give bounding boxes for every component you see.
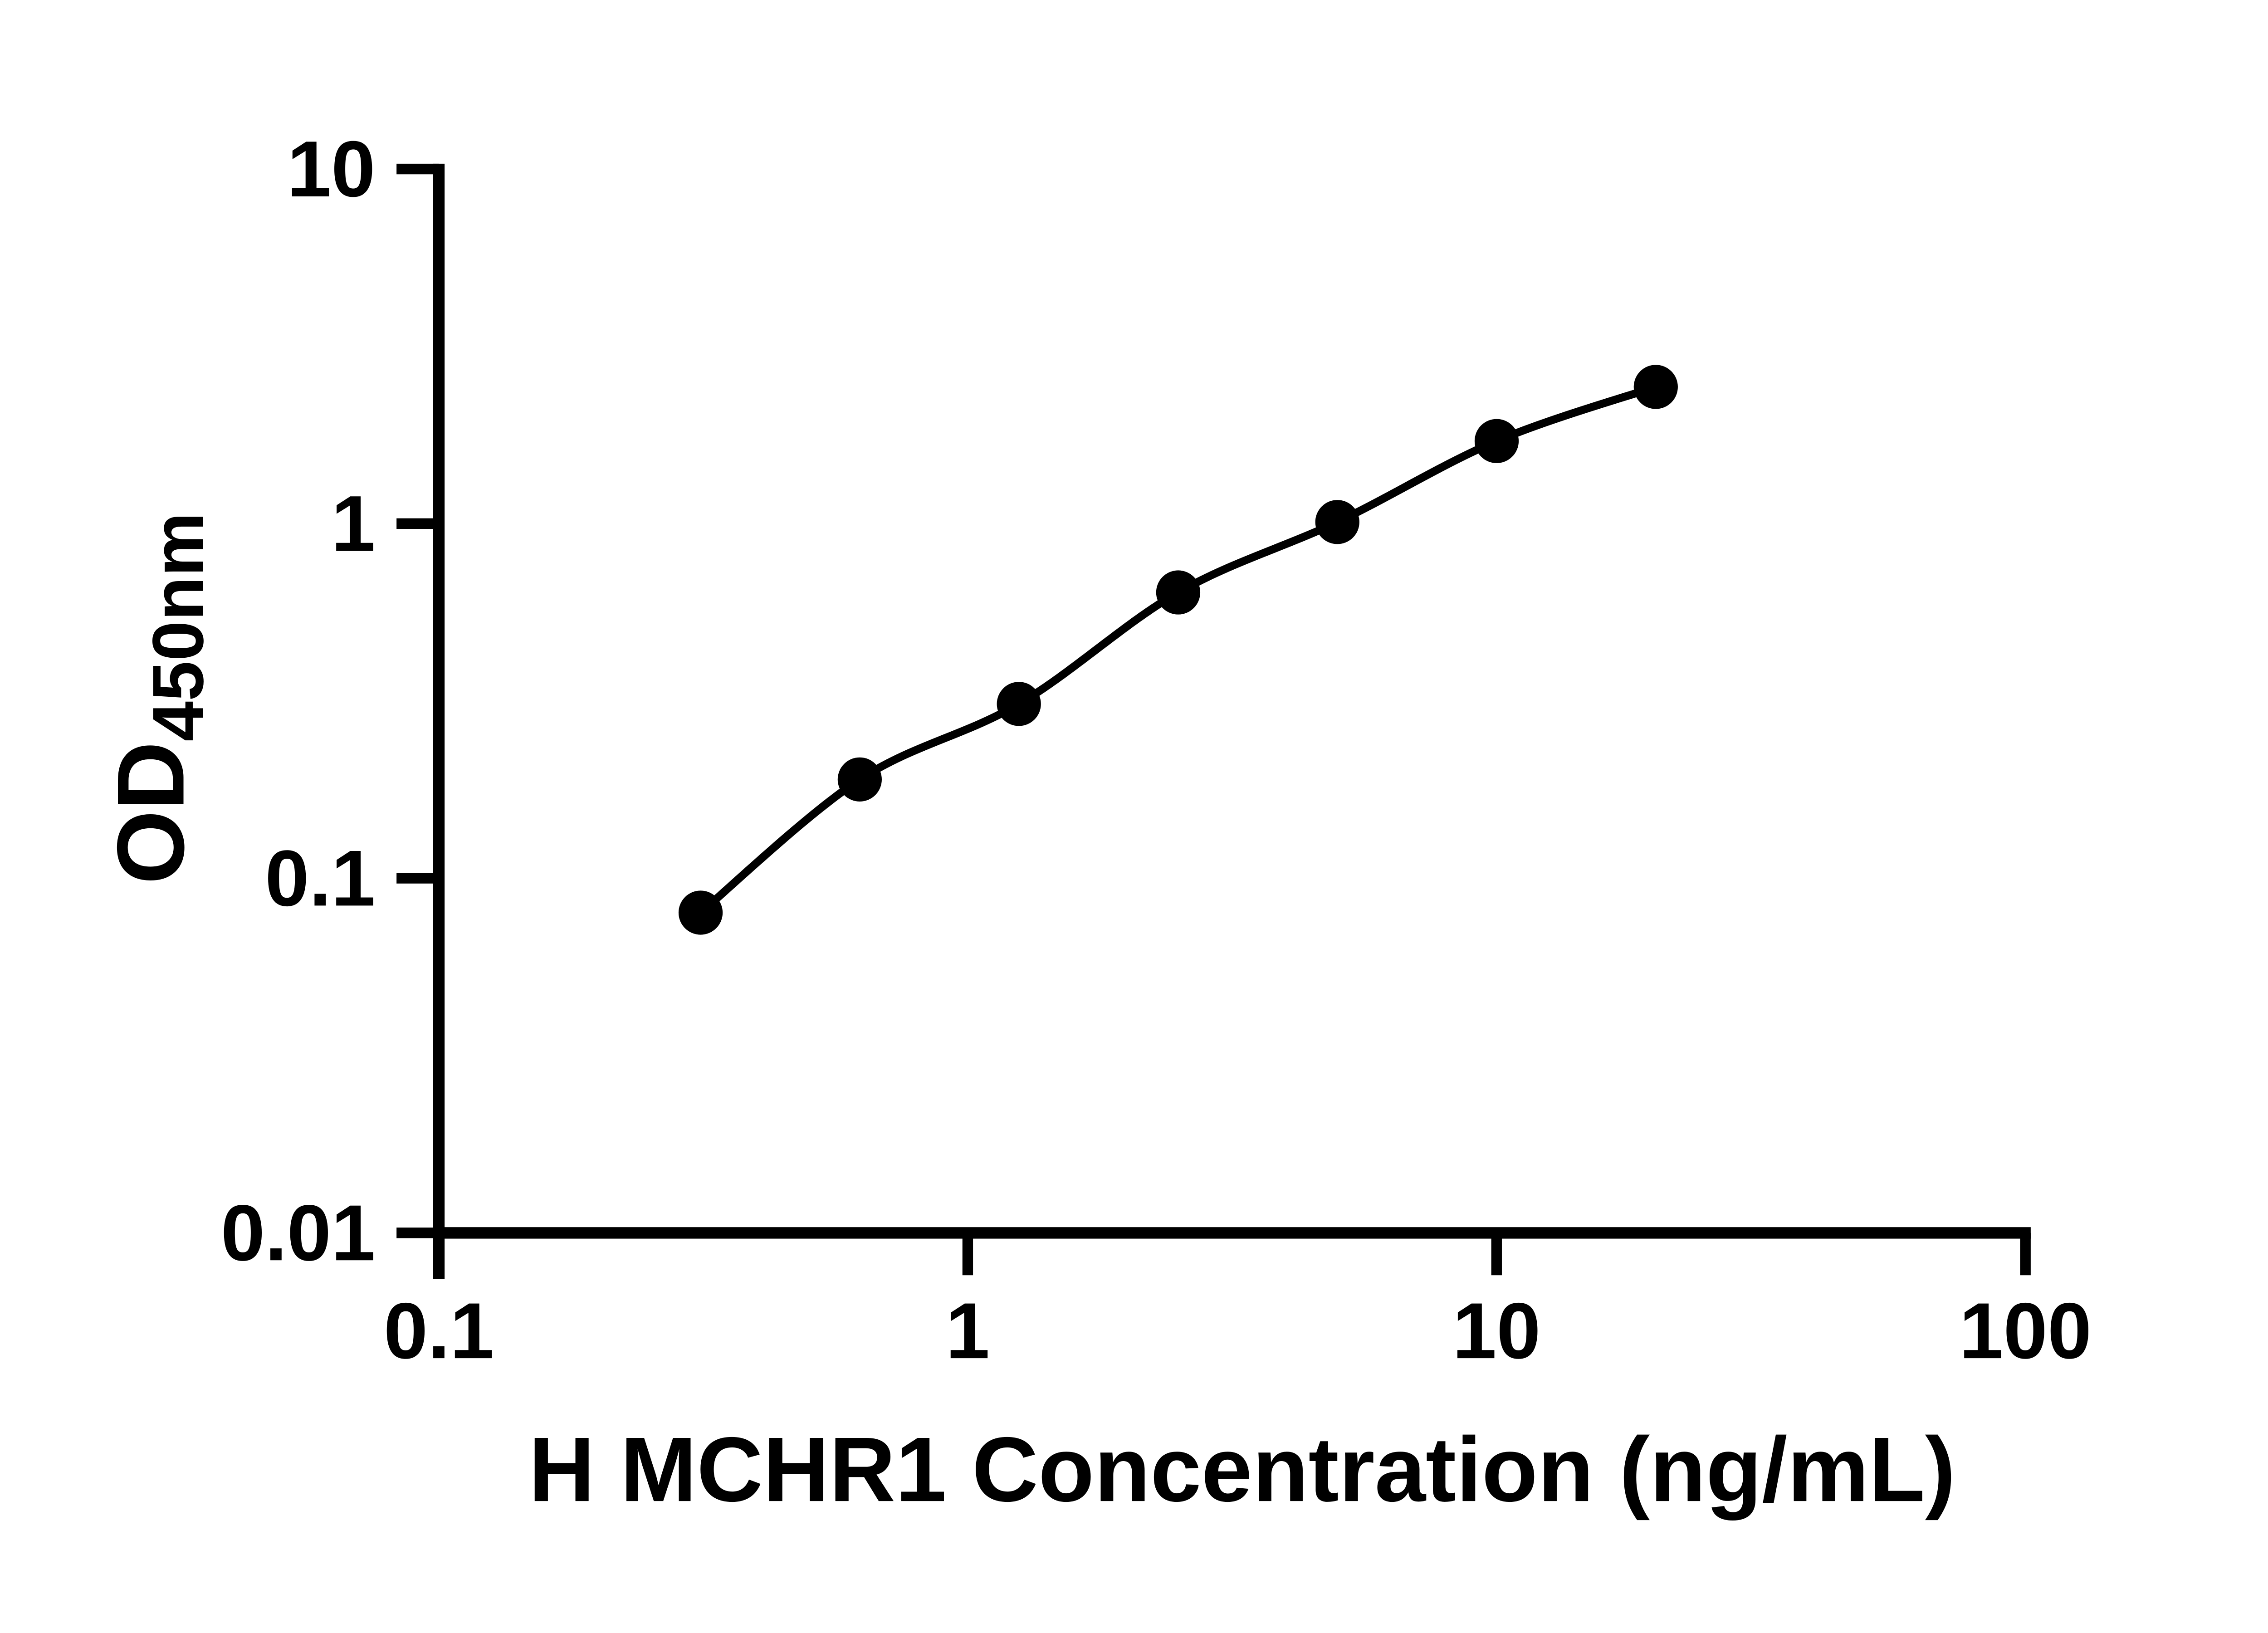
y-axis-title-main: OD	[98, 742, 204, 885]
x-axis-title: H MCHR1 Concentration (ng/mL)	[528, 1418, 1955, 1521]
fit-curve	[698, 383, 1657, 916]
data-point-marker	[1474, 419, 1519, 463]
data-point-marker	[1633, 365, 1678, 409]
x-tick-label: 100	[1959, 1287, 2092, 1375]
y-axis-title: OD450nm	[98, 512, 219, 884]
data-point-marker	[678, 890, 723, 935]
y-tick-label: 0.1	[265, 834, 375, 923]
y-tick-label: 10	[287, 125, 376, 214]
data-point-marker	[1156, 570, 1201, 615]
y-tick-label: 0.01	[221, 1189, 376, 1277]
x-tick-label: 0.1	[384, 1287, 494, 1375]
y-tick-label: 1	[331, 480, 375, 568]
y-axis-title-subscript: 450nm	[137, 512, 218, 741]
data-point-marker	[997, 682, 1041, 726]
x-tick-label: 10	[1452, 1287, 1541, 1375]
x-tick-label: 1	[946, 1287, 990, 1375]
data-point-marker	[1315, 500, 1359, 544]
data-point-marker	[837, 757, 882, 802]
